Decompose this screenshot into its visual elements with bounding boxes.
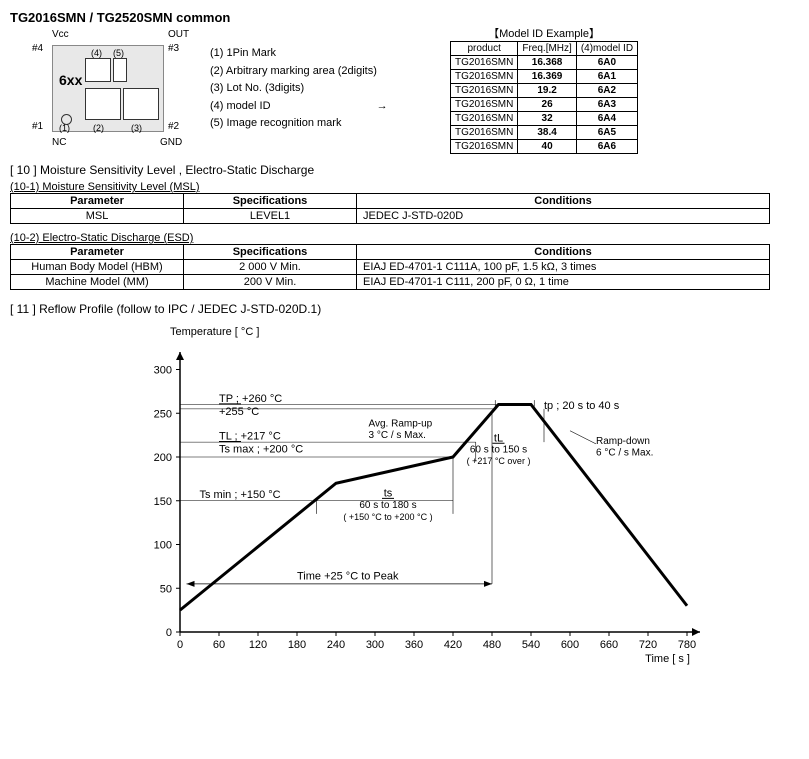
pin-legend: (1) 1Pin Mark (2) Arbitrary marking area… xyxy=(210,25,440,133)
esd-table: Parameter Specifications Conditions Huma… xyxy=(10,244,770,290)
msl-table: Parameter Specifications Conditions MSL … xyxy=(10,193,770,224)
svg-text:360: 360 xyxy=(405,639,423,651)
svg-text:120: 120 xyxy=(249,639,267,651)
svg-text:660: 660 xyxy=(600,639,618,651)
section-11-title: [ 11 ] Reflow Profile (follow to IPC / J… xyxy=(10,302,799,316)
msl-subtitle: (10-1) Moisture Sensitivity Level (MSL) xyxy=(10,181,799,193)
svg-text:Ts max ; +200 °C: Ts max ; +200 °C xyxy=(219,444,303,456)
section-10-title: [ 10 ] Moisture Sensitivity Level , Elec… xyxy=(10,163,799,177)
svg-text:( +217 °C over ): ( +217 °C over ) xyxy=(467,456,531,466)
svg-text:600: 600 xyxy=(561,639,579,651)
svg-text:150: 150 xyxy=(154,496,172,508)
svg-text:180: 180 xyxy=(288,639,306,651)
svg-text:60: 60 xyxy=(213,639,225,651)
svg-text:100: 100 xyxy=(154,540,172,552)
chip-diagram: Vcc OUT #4 #3 #1 #2 NC GND (4) (5) 6xx (… xyxy=(10,25,200,155)
svg-text:480: 480 xyxy=(483,639,501,651)
reflow-svg: 0 50 100 150 200 250 300 0 60 120 180 240 300 360 420 4… xyxy=(130,342,750,672)
svg-text:Avg. Ramp-up: Avg. Ramp-up xyxy=(369,418,433,429)
svg-text:0: 0 xyxy=(177,639,183,651)
svg-text:+255 °C: +255 °C xyxy=(219,406,259,418)
svg-text:60 s to 180 s: 60 s to 180 s xyxy=(359,500,416,511)
svg-text:3 °C / s Max.: 3 °C / s Max. xyxy=(369,430,426,441)
svg-text:Time +25 °C to Peak: Time +25 °C to Peak xyxy=(297,571,399,583)
svg-text:540: 540 xyxy=(522,639,540,651)
svg-text:tL: tL xyxy=(494,432,503,444)
svg-text:( +150 °C to +200 °C ): ( +150 °C to +200 °C ) xyxy=(343,512,432,522)
svg-text:250: 250 xyxy=(154,408,172,420)
svg-text:Ramp-down: Ramp-down xyxy=(596,436,650,447)
svg-text:720: 720 xyxy=(639,639,657,651)
svg-text:50: 50 xyxy=(160,583,172,595)
model-id-block: 【Model ID Example】 product Freq.[MHz] (4… xyxy=(450,25,638,154)
svg-text:Ts min ; +150 °C: Ts min ; +150 °C xyxy=(200,489,281,501)
svg-text:780: 780 xyxy=(678,639,696,651)
svg-text:6 °C / s Max.: 6 °C / s Max. xyxy=(596,447,653,458)
svg-text:60 s to 150 s: 60 s to 150 s xyxy=(470,445,527,456)
model-id-table: product Freq.[MHz] (4)model ID TG2016SMN… xyxy=(450,41,638,154)
svg-text:tp ; 20 s to 40 s: tp ; 20 s to 40 s xyxy=(544,400,620,412)
esd-subtitle: (10-2) Electro-Static Discharge (ESD) xyxy=(10,232,799,244)
svg-text:Time [ s ]: Time [ s ] xyxy=(645,653,690,665)
reflow-chart: Temperature [ °C ] 050100150200250300060… xyxy=(130,326,799,675)
svg-text:TP ; +260 °C: TP ; +260 °C xyxy=(219,393,282,405)
header-row: Vcc OUT #4 #3 #1 #2 NC GND (4) (5) 6xx (… xyxy=(10,25,799,155)
svg-text:0: 0 xyxy=(166,627,172,639)
svg-text:200: 200 xyxy=(154,452,172,464)
svg-text:420: 420 xyxy=(444,639,462,651)
svg-text:ts: ts xyxy=(384,487,393,499)
header-title: TG2016SMN / TG2520SMN common xyxy=(10,10,799,25)
svg-text:300: 300 xyxy=(366,639,384,651)
svg-text:240: 240 xyxy=(327,639,345,651)
svg-text:300: 300 xyxy=(154,365,172,377)
svg-text:TL ; +217 °C: TL ; +217 °C xyxy=(219,431,281,443)
